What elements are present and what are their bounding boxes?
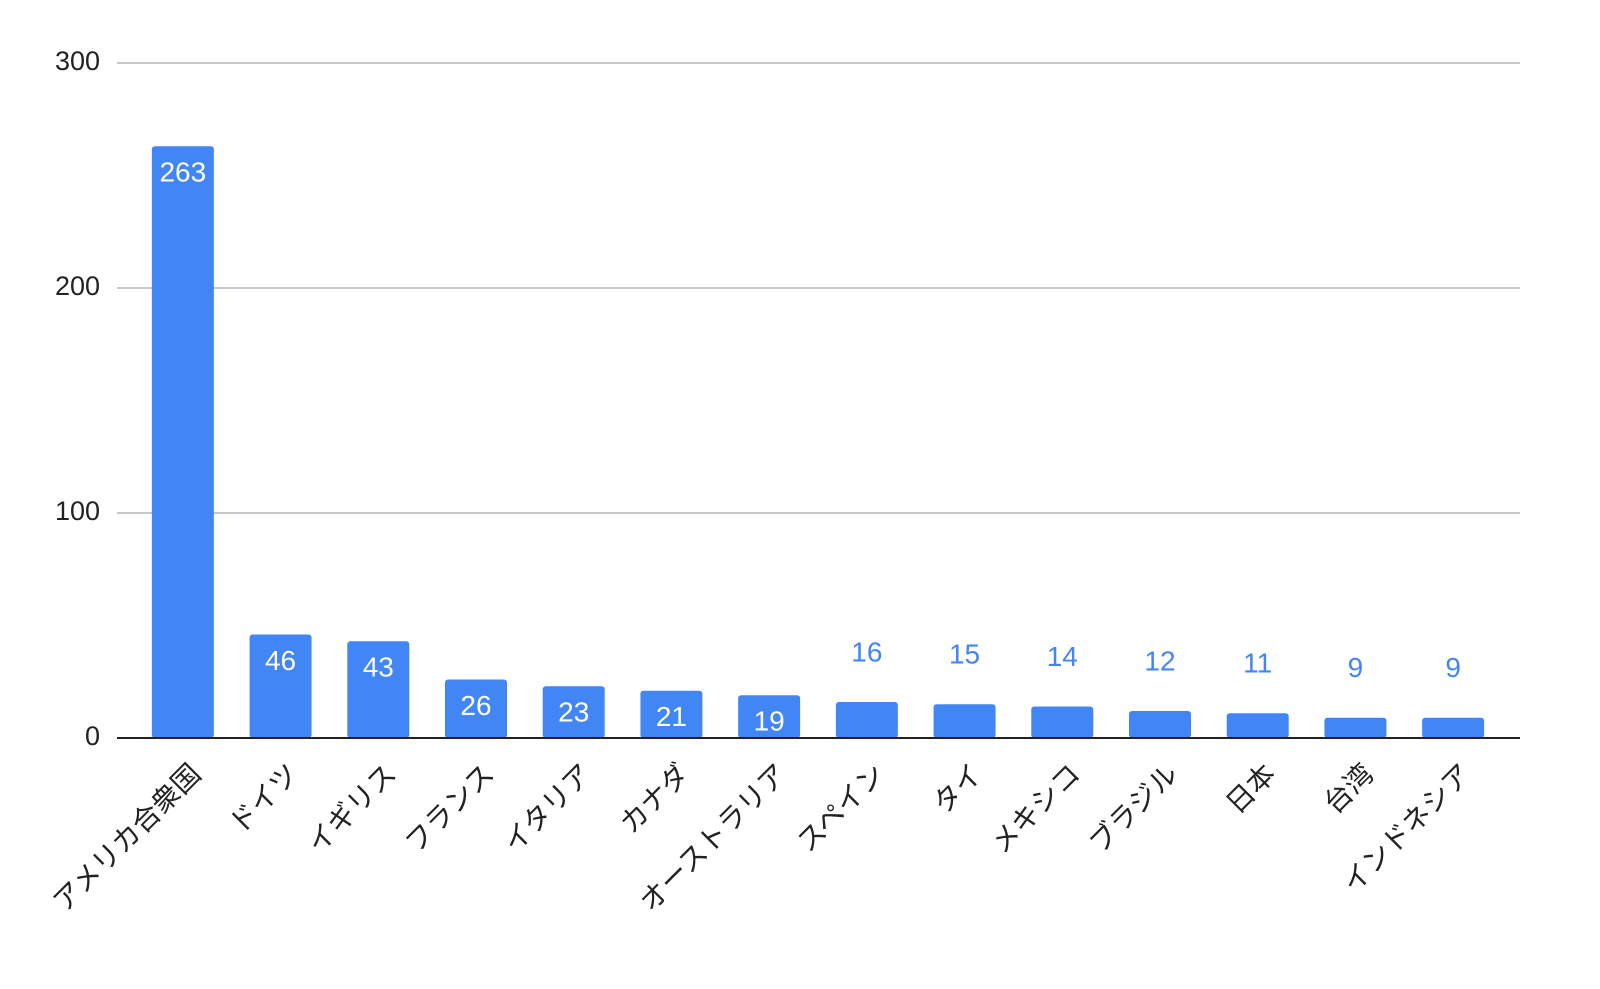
y-tick-label: 100 [55, 496, 100, 526]
y-tick-label: 200 [55, 271, 100, 301]
bar [1422, 717, 1485, 738]
y-tick-label: 0 [85, 721, 100, 751]
bar [1129, 711, 1191, 738]
bar [445, 679, 507, 738]
x-tick-label: ドイツ [222, 757, 305, 840]
bar [249, 634, 312, 738]
data-label: 43 [363, 652, 394, 683]
data-label: 16 [851, 636, 882, 667]
bar [640, 690, 703, 738]
bar [933, 704, 996, 738]
x-tick-label: スペイン [790, 757, 891, 858]
bar [1031, 706, 1094, 738]
data-label: 15 [949, 639, 980, 670]
bar [738, 695, 801, 738]
data-label: 19 [754, 706, 785, 737]
x-tick-label: イギリス [300, 757, 403, 860]
data-label: 12 [1144, 645, 1175, 676]
data-label: 21 [656, 701, 687, 732]
x-tick-label: イタリア [497, 757, 599, 859]
x-tick-label: 日本 [1219, 757, 1282, 820]
bar [347, 641, 410, 738]
x-tick-label: 台湾 [1317, 757, 1380, 820]
bar [1324, 717, 1387, 738]
bar [835, 702, 898, 738]
x-tick-label: メキシコ [984, 757, 1087, 860]
bar [151, 146, 214, 738]
bar [542, 686, 605, 738]
y-tick-label: 300 [55, 46, 100, 76]
x-tick-label: カナダ [613, 757, 696, 840]
data-label: 14 [1047, 641, 1078, 672]
bar [1226, 713, 1289, 738]
data-label: 26 [460, 690, 491, 721]
data-label: 9 [1348, 652, 1364, 683]
data-label: 46 [265, 645, 296, 676]
data-label: 11 [1243, 648, 1272, 679]
x-tick-label: ブラジル [1082, 757, 1184, 859]
x-tick-label: アメリカ合衆国 [47, 757, 208, 918]
x-tick-label: フランス [398, 757, 500, 859]
x-tick-label: タイ [926, 757, 989, 820]
data-label: 9 [1445, 652, 1461, 683]
data-label: 263 [159, 157, 206, 188]
data-label: 23 [558, 697, 589, 728]
